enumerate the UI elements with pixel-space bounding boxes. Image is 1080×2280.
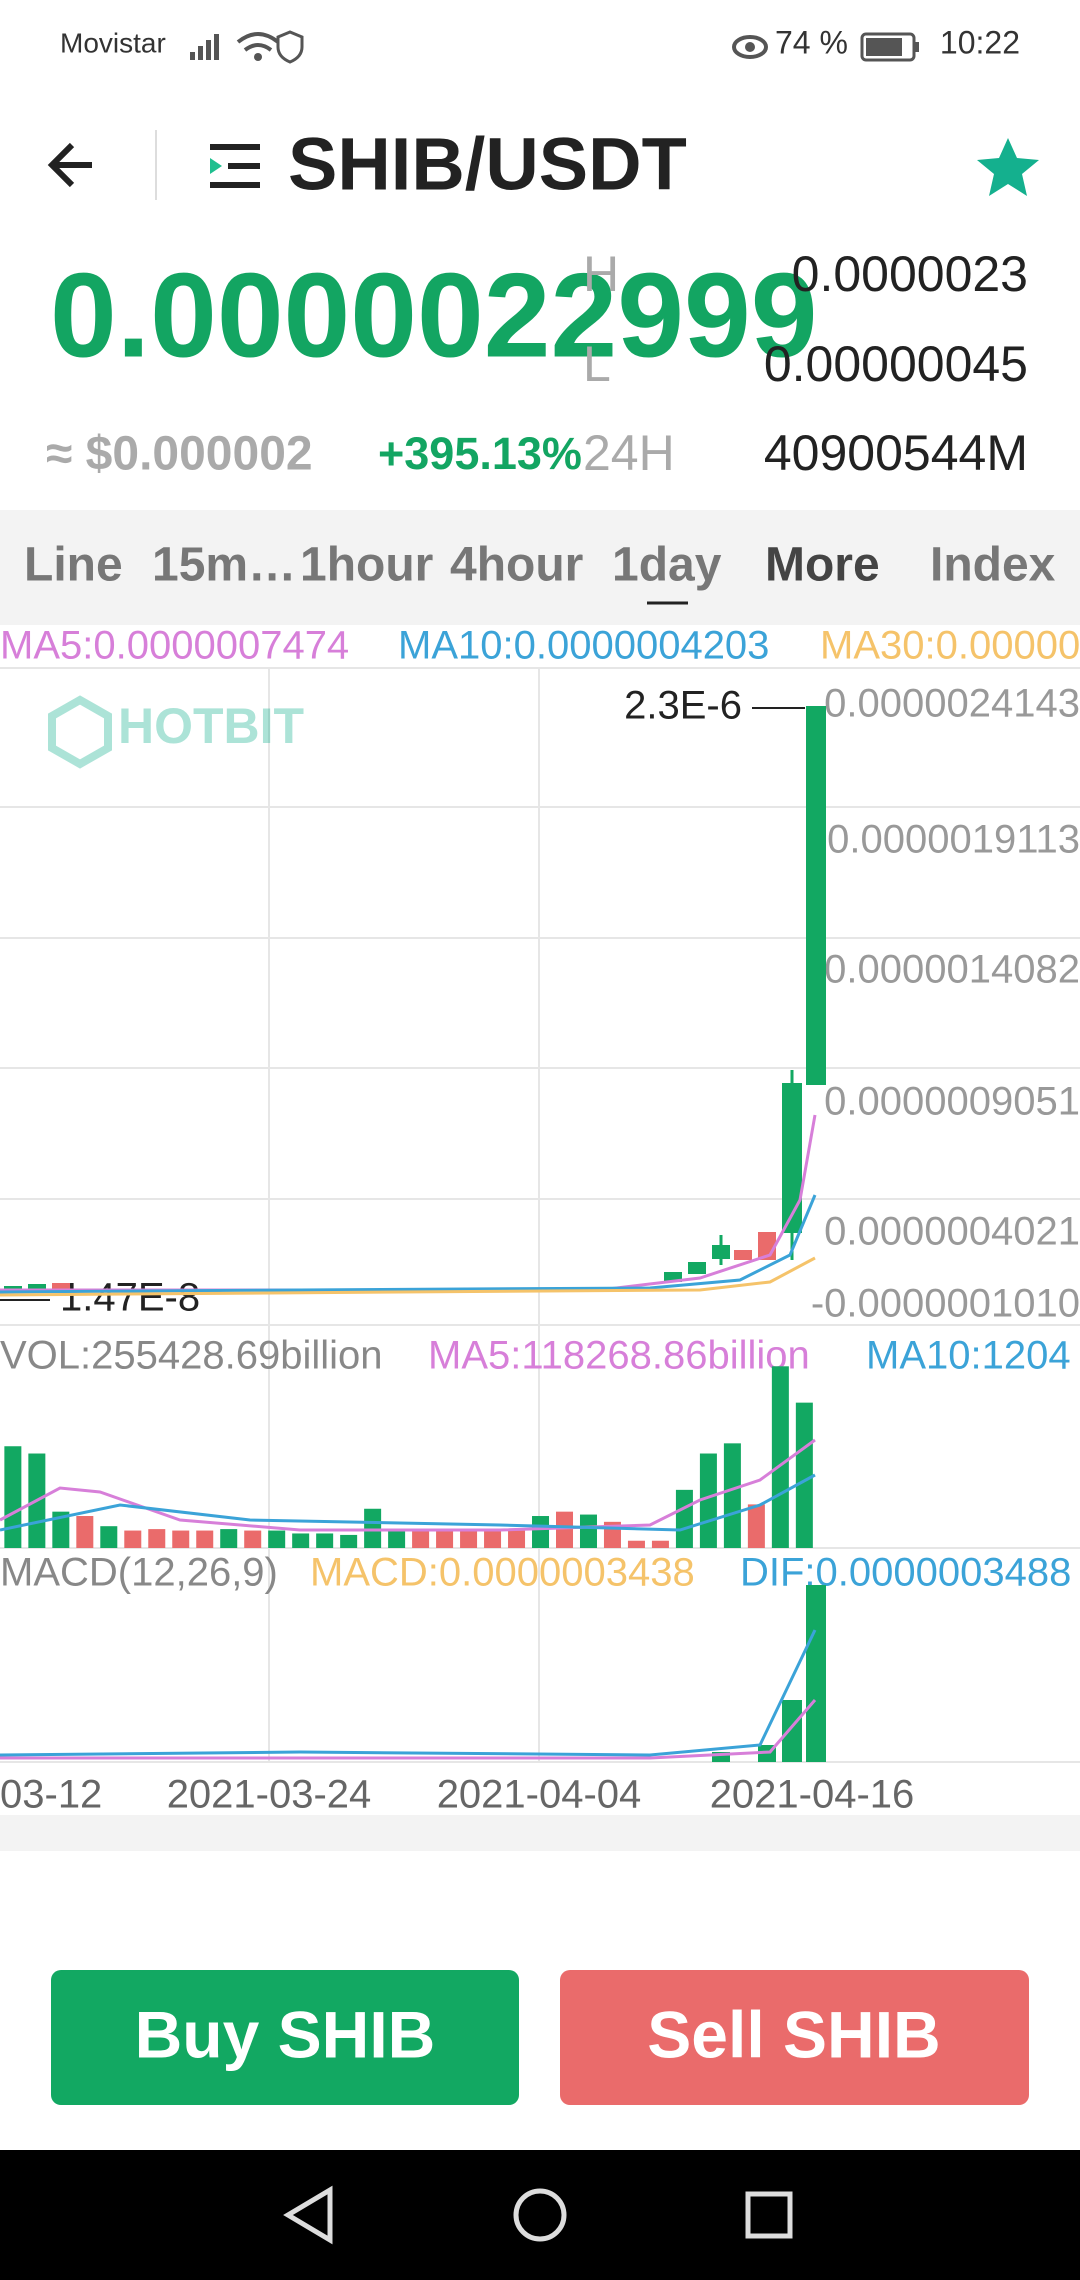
price-axis-label: 0.0000004021 xyxy=(824,1210,1080,1254)
volume-bar xyxy=(292,1533,310,1548)
high-label: H xyxy=(583,246,619,302)
tab[interactable]: 1hour xyxy=(300,539,433,592)
volume-bar xyxy=(316,1533,334,1548)
tab[interactable]: 4hour xyxy=(450,539,583,592)
volume-bars xyxy=(4,1366,813,1548)
signal-icons xyxy=(190,30,919,64)
volume-legend: VOL:255428.69billion xyxy=(0,1334,383,1378)
buy-button[interactable] xyxy=(51,1970,519,2105)
macd-value-legend: MACD:0.0000003438 xyxy=(310,1551,695,1595)
ma5-legend: MA5:0.0000007474 xyxy=(0,624,349,668)
favorite-star[interactable] xyxy=(977,138,1039,196)
section-gap xyxy=(0,1815,1080,1851)
volume-value: 40900544M xyxy=(764,425,1028,481)
volume-bar xyxy=(76,1516,94,1548)
volume-bar xyxy=(124,1530,142,1548)
volume-bar xyxy=(771,1366,789,1548)
volume-bar xyxy=(412,1530,430,1548)
date-label: 2021-04-04 xyxy=(437,1773,642,1817)
back-button[interactable] xyxy=(47,142,92,188)
moving-averages xyxy=(0,1114,817,1297)
volume-bar xyxy=(220,1529,238,1548)
date-label: 2021-04-16 xyxy=(710,1773,915,1817)
candles xyxy=(4,706,826,1292)
max-marker: 2.3E-6 xyxy=(624,684,742,728)
sell-button[interactable] xyxy=(560,1970,1029,2105)
volume-bar xyxy=(340,1534,358,1548)
dif-legend: DIF:0.0000003488 xyxy=(740,1551,1071,1595)
change-24h: +395.13% xyxy=(378,428,582,479)
volume-bar xyxy=(460,1530,478,1548)
volume-bar xyxy=(196,1530,214,1548)
price-axis-label: 0.0000024143 xyxy=(824,682,1080,726)
volume-bar xyxy=(388,1529,406,1548)
volume-bar xyxy=(4,1446,22,1548)
low-label: L xyxy=(583,336,611,392)
volume-bar xyxy=(723,1443,741,1548)
volume-bar xyxy=(556,1511,574,1548)
tab[interactable]: 15m… xyxy=(152,539,296,592)
volume-bar xyxy=(675,1489,693,1548)
volume-bar xyxy=(364,1508,382,1548)
volume-bar xyxy=(436,1529,454,1548)
tab-bar xyxy=(0,510,1080,625)
volume-bar xyxy=(579,1514,597,1548)
volume-bar xyxy=(244,1530,262,1548)
volume-bar xyxy=(747,1504,765,1548)
low-value: 0.00000045 xyxy=(764,336,1028,392)
tab[interactable]: 1day xyxy=(612,539,722,592)
volume-ma10-legend: MA10:1204 xyxy=(866,1334,1071,1378)
price-axis-label: 0.0000019113 xyxy=(827,818,1080,862)
volume-bar xyxy=(268,1530,286,1548)
min-marker: 1.47E-8 xyxy=(60,1276,200,1320)
volume-bar xyxy=(52,1511,70,1548)
nav-home[interactable] xyxy=(513,2188,567,2242)
tab[interactable]: Line xyxy=(24,539,123,592)
volume-bar xyxy=(651,1540,669,1548)
volume-averages xyxy=(0,1438,816,1532)
price-axis-label: 0.0000009051 xyxy=(824,1080,1080,1124)
macd-legend: MACD(12,26,9) xyxy=(0,1551,278,1595)
volume-bar xyxy=(100,1526,118,1548)
battery-level: 74 % xyxy=(775,24,848,60)
volume-label: 24H xyxy=(583,425,675,481)
volume-bar xyxy=(627,1540,645,1548)
menu-icon[interactable] xyxy=(210,144,260,188)
price-axis-label: 0.0000014082 xyxy=(824,948,1080,992)
carrier: Movistar xyxy=(60,27,166,58)
watermark-logo: HOTBIT xyxy=(48,695,304,769)
nav-bar xyxy=(0,2150,1080,2280)
usd-price: ≈ $0.000002 xyxy=(46,428,313,481)
volume-bar xyxy=(532,1516,550,1548)
tab[interactable]: Index xyxy=(930,539,1056,592)
volume-bar xyxy=(172,1530,190,1548)
volume-bar xyxy=(484,1530,502,1548)
pair-title: SHIB/USDT xyxy=(288,123,687,206)
high-value: 0.0000023 xyxy=(792,246,1028,302)
volume-bar xyxy=(508,1530,526,1548)
ma30-legend: MA30:0.00000 xyxy=(820,624,1080,668)
sell-button-label[interactable]: Sell SHIB xyxy=(647,1997,940,2071)
volume-bar xyxy=(699,1453,717,1548)
nav-back[interactable] xyxy=(283,2185,333,2245)
date-label: 03-12 xyxy=(0,1773,102,1817)
clock: 10:22 xyxy=(940,24,1020,60)
volume-bar xyxy=(795,1402,813,1548)
ma10-legend: MA10:0.0000004203 xyxy=(398,624,769,668)
last-price: 0.0000022999 xyxy=(50,249,817,383)
nav-recents[interactable] xyxy=(745,2191,793,2239)
chart-grid xyxy=(0,667,1080,1763)
volume-ma5-legend: MA5:118268.86billion xyxy=(428,1334,810,1378)
date-label: 2021-03-24 xyxy=(167,1773,372,1817)
tab[interactable]: More xyxy=(765,539,880,592)
watermark-text: HOTBIT xyxy=(118,698,304,754)
price-axis-label: -0.0000001010 xyxy=(811,1282,1080,1326)
buy-button-label[interactable]: Buy SHIB xyxy=(135,1997,436,2071)
volume-bar xyxy=(148,1529,166,1548)
macd-histogram xyxy=(0,1585,826,1762)
